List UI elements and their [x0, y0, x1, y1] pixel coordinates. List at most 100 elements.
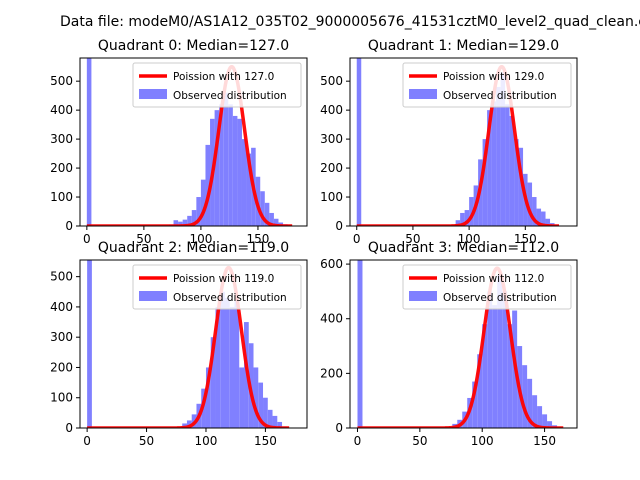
- histogram-bar: [186, 420, 192, 428]
- histogram-bar: [487, 291, 493, 428]
- legend-label-observed: Observed distribution: [443, 90, 557, 102]
- histogram-bar: [536, 208, 542, 226]
- histogram-bar: [460, 212, 465, 226]
- subplot-quadrant-3: 0 50 100 150 0 200 400 600 Quadrant 3: Median=11…: [320, 240, 578, 448]
- histogram-bar: [215, 306, 221, 428]
- legend-label-poisson: Poission with 112.0: [443, 273, 544, 285]
- legend-bar-swatch: [139, 89, 167, 99]
- legend-box: [402, 62, 572, 108]
- histogram-bar: [541, 211, 546, 226]
- x-tick-label: 100: [458, 232, 481, 246]
- subplot-title: Quadrant 3: Median=112.0: [368, 240, 559, 256]
- x-tick-label: 0: [353, 232, 361, 246]
- subplot-title: Quadrant 2: Median=119.0: [98, 240, 289, 256]
- x-tick-label: 150: [533, 434, 556, 448]
- histogram-bar: [507, 324, 513, 428]
- histogram-bar: [455, 220, 461, 226]
- x-tick-label: 100: [471, 434, 494, 448]
- x-tick-label: 0: [83, 434, 91, 448]
- histogram-bar: [547, 421, 553, 428]
- histogram-bar: [514, 139, 519, 226]
- histogram-bar: [237, 118, 242, 226]
- legend-label-poisson: Poission with 119.0: [173, 273, 274, 285]
- poisson-fit-line: [85, 265, 291, 428]
- histogram-bar: [497, 275, 503, 428]
- y-tick-label: 200: [50, 360, 73, 374]
- figure-suptitle: Data file: modeM0/AS1A12_035T02_90000056…: [60, 14, 640, 30]
- poisson-fit-line: [85, 64, 294, 226]
- histogram-bar: [273, 218, 279, 226]
- axes-frame: [79, 57, 308, 227]
- x-tick-label: 0: [83, 232, 91, 246]
- histogram-bar: [496, 86, 501, 226]
- histogram-bar: [356, 58, 362, 226]
- histogram-bar: [518, 147, 524, 226]
- histogram-bar: [263, 397, 268, 428]
- histogram-bar: [178, 221, 183, 226]
- x-tick-label: 150: [514, 232, 537, 246]
- y-tick-label: 200: [320, 366, 343, 380]
- histogram-bar: [187, 215, 192, 226]
- histogram-bar: [196, 197, 201, 226]
- x-tick-label: 100: [195, 434, 218, 448]
- histogram-bar: [492, 305, 498, 428]
- histogram-bar: [214, 110, 220, 226]
- legend-bar-swatch: [139, 291, 167, 301]
- histogram-bar: [205, 144, 211, 226]
- y-tick-label: 400: [50, 300, 73, 314]
- subplot-quadrant-0: 0 50 100 150 0 100 200 300 400 500 Quadrant 0: Med…: [50, 38, 308, 246]
- histogram-bar: [482, 139, 488, 226]
- histogram-bar: [491, 101, 497, 226]
- histogram-bar: [502, 291, 508, 428]
- plot-area-0: [85, 58, 294, 226]
- subplot-quadrant-2: 0 50 100 150 0 100 200 300 400 500 Quadrant 2: Med…: [50, 240, 308, 448]
- histogram-bar: [239, 367, 245, 428]
- legend-box: [132, 62, 302, 108]
- x-tick-label: 50: [136, 232, 151, 246]
- histogram-bar: [527, 378, 533, 428]
- histogram-bar: [253, 367, 259, 428]
- histogram-bar: [234, 300, 240, 428]
- histogram-bar: [505, 104, 510, 226]
- histogram-bar: [482, 324, 488, 428]
- histogram-bar: [277, 421, 283, 428]
- histogram-bar: [220, 291, 225, 428]
- legend-box: [402, 264, 572, 310]
- subplot-quadrant-1: 0 50 100 150 0 100 200 300 400 500 Quadrant 1: Med…: [320, 38, 578, 246]
- x-tick-label: 100: [189, 232, 212, 246]
- x-tick-label: 50: [405, 232, 420, 246]
- histogram-bar: [542, 414, 548, 428]
- y-tick-label: 100: [320, 190, 343, 204]
- histogram-bar: [472, 381, 478, 428]
- y-tick-label: 300: [50, 330, 73, 344]
- y-tick-label: 400: [320, 312, 343, 326]
- histogram-bar: [210, 337, 216, 428]
- x-tick-label: 150: [254, 434, 277, 448]
- histogram-bar: [532, 395, 538, 428]
- histogram-bar: [269, 212, 274, 226]
- histogram-bar: [87, 260, 92, 428]
- histogram-bar: [509, 115, 515, 226]
- legend: Poission with 129.0 Observed distribution: [402, 62, 572, 108]
- y-tick-label: 300: [50, 132, 73, 146]
- x-tick-label: 50: [139, 434, 154, 448]
- y-tick-label: 200: [320, 161, 343, 175]
- subplot-title: Quadrant 0: Median=127.0: [98, 38, 289, 54]
- legend: Poission with 112.0 Observed distribution: [402, 264, 572, 310]
- y-tick-label: 600: [320, 257, 343, 271]
- histogram-bar: [532, 197, 537, 226]
- histogram-bar: [267, 409, 273, 428]
- y-tick-label: 0: [335, 219, 343, 233]
- histogram-bar: [464, 210, 470, 226]
- y-tick-label: 500: [320, 74, 343, 88]
- y-tick-label: 300: [320, 132, 343, 146]
- x-tick-label: 50: [412, 434, 427, 448]
- subplot-title: Quadrant 1: Median=129.0: [368, 38, 559, 54]
- x-tick-label: 150: [246, 232, 269, 246]
- histogram-bar: [228, 104, 233, 226]
- legend-label-poisson: Poission with 129.0: [443, 71, 544, 83]
- histogram-bar: [86, 58, 92, 226]
- y-tick-label: 400: [320, 103, 343, 117]
